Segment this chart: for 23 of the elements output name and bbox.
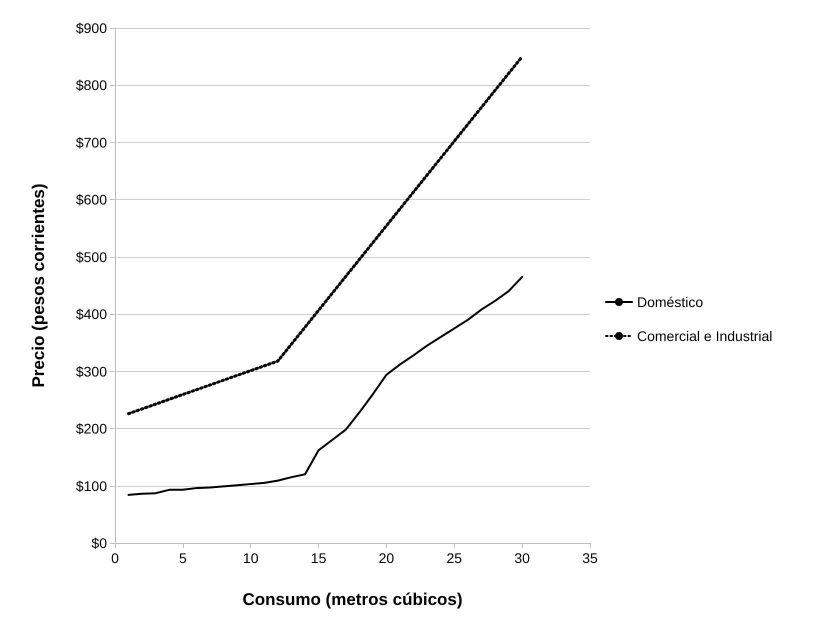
x-tick-label: 15 bbox=[310, 550, 327, 566]
x-tick-label: 35 bbox=[582, 550, 598, 566]
x-tick-label: 25 bbox=[446, 550, 462, 566]
y-tick-label: $0 bbox=[91, 535, 108, 551]
y-tick-label: $100 bbox=[76, 478, 108, 494]
y-tick-label: $200 bbox=[76, 420, 108, 437]
y-tick-label: $700 bbox=[76, 134, 108, 150]
y-tick-label: $900 bbox=[76, 20, 108, 36]
x-tick-label: 10 bbox=[242, 550, 259, 566]
legend-label: Doméstico bbox=[637, 294, 704, 310]
y-tick-label: $400 bbox=[76, 306, 108, 322]
y-tick-label: $600 bbox=[76, 192, 108, 208]
y-tick-label: $300 bbox=[76, 363, 108, 380]
legend-label: Comercial e Industrial bbox=[637, 328, 772, 344]
x-tick-label: 20 bbox=[378, 550, 394, 566]
x-tick-label: 30 bbox=[514, 550, 530, 566]
y-tick-label: $500 bbox=[76, 248, 108, 265]
x-tick-label: 5 bbox=[178, 550, 187, 566]
line-series bbox=[128, 276, 524, 496]
y-axis-title: Precio (pesos corrientes) bbox=[29, 183, 48, 388]
y-tick-label: $800 bbox=[76, 77, 108, 94]
x-axis-title: Consumo (metros cúbicos) bbox=[242, 590, 463, 609]
x-tick-label: 0 bbox=[111, 550, 120, 566]
